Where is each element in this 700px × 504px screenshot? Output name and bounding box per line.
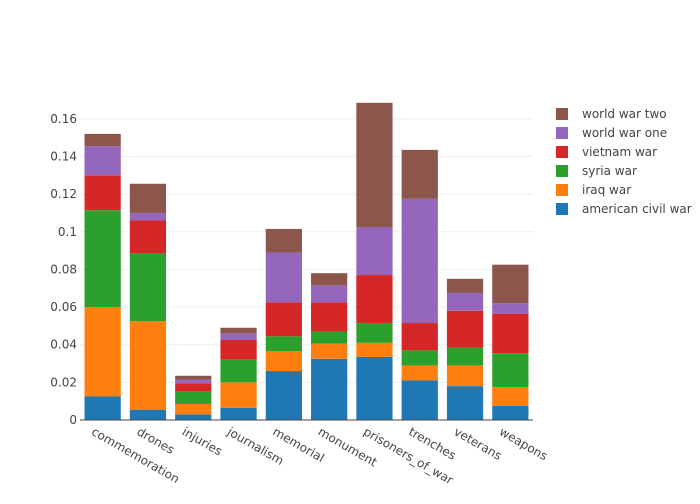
y-tick-label: 0.08	[50, 262, 77, 276]
bar-segment[interactable]	[84, 175, 121, 211]
bar-segment[interactable]	[175, 379, 212, 384]
bar-segment[interactable]	[84, 210, 121, 308]
y-tick-label: 0	[69, 413, 77, 427]
bar-segment[interactable]	[311, 302, 348, 332]
y-tick-label: 0.02	[50, 375, 77, 389]
bar-segment[interactable]	[175, 375, 212, 380]
bar-segment[interactable]	[265, 371, 302, 420]
legend-label[interactable]: american civil war	[582, 202, 692, 216]
bar-segment[interactable]	[492, 353, 529, 388]
bar-segment[interactable]	[401, 198, 438, 324]
bar-segment[interactable]	[401, 365, 438, 381]
legend-swatch[interactable]	[556, 108, 568, 120]
bar-segment[interactable]	[492, 405, 529, 420]
bar-segment[interactable]	[84, 307, 121, 397]
bar-segment[interactable]	[175, 404, 212, 415]
bar-segment[interactable]	[129, 409, 167, 420]
bar-segment[interactable]	[84, 396, 121, 420]
bar-segment[interactable]	[265, 228, 302, 253]
bar-segment[interactable]	[129, 212, 167, 221]
bar-segment[interactable]	[401, 149, 438, 199]
legend-label[interactable]: world war two	[582, 107, 667, 121]
bar-segment[interactable]	[401, 350, 438, 366]
y-tick-label: 0.12	[50, 187, 77, 201]
legend-swatch[interactable]	[556, 165, 568, 177]
bar-segment[interactable]	[265, 336, 302, 352]
bar-segment[interactable]	[129, 253, 167, 322]
legend-label[interactable]: vietnam war	[582, 145, 657, 159]
bars	[84, 102, 529, 420]
bar-segment[interactable]	[220, 359, 257, 383]
legend-swatch[interactable]	[556, 146, 568, 158]
bar-segment[interactable]	[175, 383, 212, 392]
bar-segment[interactable]	[129, 183, 167, 213]
bar-segment[interactable]	[492, 387, 529, 406]
bar-segment[interactable]	[129, 321, 167, 410]
bar-segment[interactable]	[446, 386, 484, 420]
bar-segment[interactable]	[265, 252, 302, 303]
bar-segment[interactable]	[401, 323, 438, 351]
legend-swatch[interactable]	[556, 127, 568, 139]
bar-segment[interactable]	[84, 133, 121, 147]
bar-segment[interactable]	[356, 102, 393, 228]
bar-segment[interactable]	[265, 302, 302, 337]
bar-segment[interactable]	[84, 146, 121, 176]
bar-segment[interactable]	[129, 220, 167, 254]
bar-segment[interactable]	[311, 343, 348, 359]
bar-segment[interactable]	[401, 380, 438, 420]
bar-segment[interactable]	[220, 333, 257, 340]
bar-segment[interactable]	[220, 340, 257, 360]
bar-segment[interactable]	[356, 227, 393, 276]
bar-segment[interactable]	[356, 342, 393, 357]
bar-segment[interactable]	[446, 365, 484, 387]
y-tick-label: 0.14	[50, 149, 77, 163]
bar-segment[interactable]	[446, 278, 484, 293]
bar-segment[interactable]	[492, 303, 529, 314]
bar-segment[interactable]	[311, 331, 348, 344]
y-tick-label: 0.04	[50, 338, 77, 352]
bar-segment[interactable]	[356, 275, 393, 324]
bar-segment[interactable]	[492, 264, 529, 304]
y-tick-label: 0.16	[50, 112, 77, 126]
legend-swatch[interactable]	[556, 203, 568, 215]
legend-label[interactable]: world war one	[582, 126, 667, 140]
legend: world war two world war one vietnam war syr…	[556, 107, 692, 216]
bar-segment[interactable]	[356, 323, 393, 343]
bar-segment[interactable]	[446, 310, 484, 348]
bar-segment[interactable]	[265, 351, 302, 372]
bar-segment[interactable]	[311, 358, 348, 420]
bar-segment[interactable]	[175, 414, 212, 420]
y-tick-label: 0.06	[50, 300, 77, 314]
bar-segment[interactable]	[356, 356, 393, 420]
bar-segment[interactable]	[311, 285, 348, 303]
legend-swatch[interactable]	[556, 184, 568, 196]
legend-label[interactable]: iraq war	[582, 183, 631, 197]
bar-segment[interactable]	[220, 382, 257, 408]
bar-segment[interactable]	[492, 313, 529, 354]
y-tick-label: 0.1	[58, 225, 77, 239]
bar-segment[interactable]	[446, 292, 484, 311]
bar-segment[interactable]	[175, 391, 212, 404]
bar-segment[interactable]	[220, 327, 257, 334]
bar-segment[interactable]	[220, 407, 257, 420]
bar-segment[interactable]	[446, 347, 484, 366]
bar-segment[interactable]	[311, 273, 348, 286]
legend-label[interactable]: syria war	[582, 164, 637, 178]
